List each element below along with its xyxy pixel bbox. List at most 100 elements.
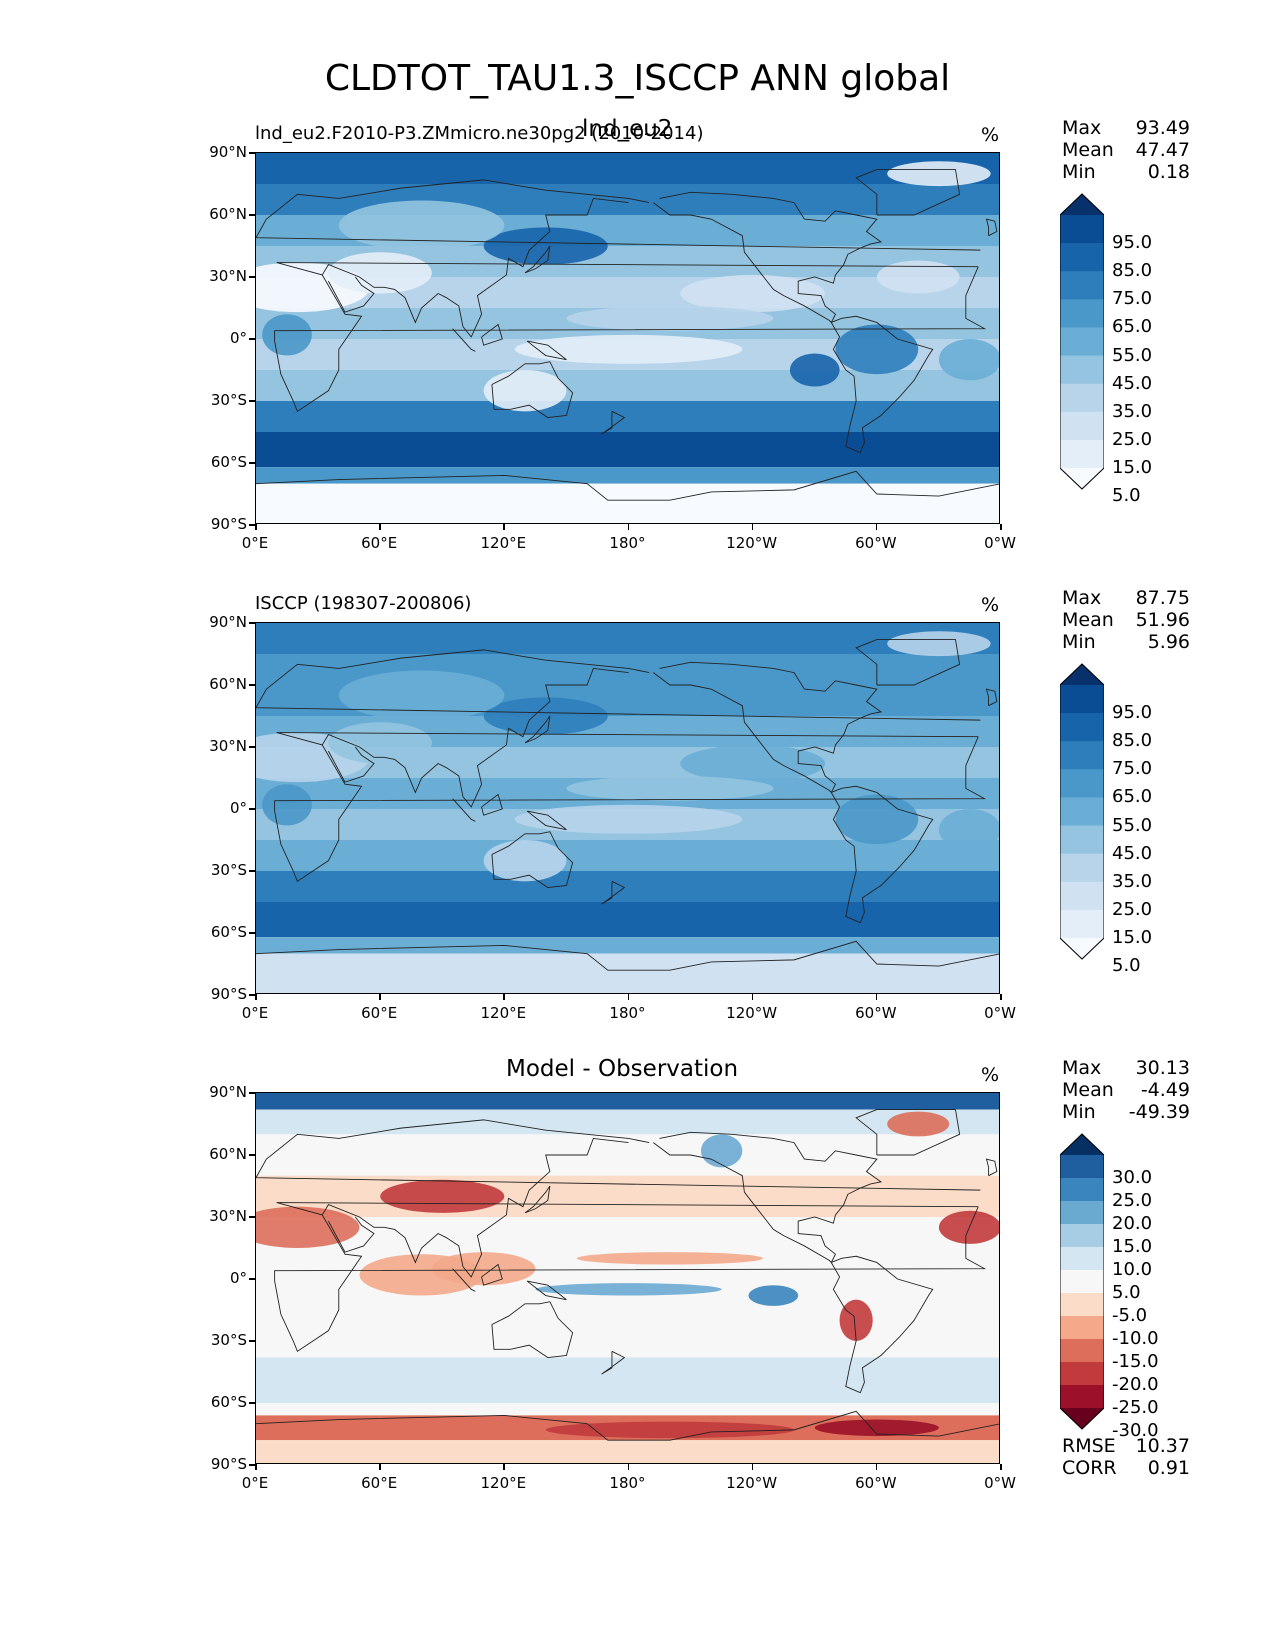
- coastline: [524, 245, 551, 274]
- coastline: [452, 328, 476, 352]
- colorbar-tick-label: 75.0: [1112, 758, 1153, 780]
- coastline: [256, 179, 981, 251]
- colorbar-tick-label: 85.0: [1112, 260, 1153, 282]
- lon-tick-mark: [255, 1464, 257, 1470]
- field-patch: [545, 1421, 795, 1439]
- field-patch: [256, 1206, 360, 1248]
- coastline: [321, 197, 629, 338]
- lon-tick-mark: [503, 994, 505, 1000]
- colorbar-segment: [1060, 881, 1104, 911]
- colorbar-segment: [1060, 1178, 1104, 1202]
- field-patch: [338, 670, 505, 721]
- coastline: [601, 880, 626, 905]
- lat-tick-mark: [249, 1402, 255, 1404]
- stat-value: -4.49: [1140, 1079, 1190, 1101]
- coastline: [321, 667, 629, 808]
- lon-tick-label: 120°W: [726, 1474, 778, 1492]
- lon-tick-label: 0°E: [241, 1474, 269, 1492]
- field-patch: [483, 227, 608, 265]
- map-difference: [255, 1092, 1000, 1464]
- figure-title: CLDTOT_TAU1.3_ISCCP ANN global: [324, 58, 951, 99]
- colorbar-extend-min: [1060, 468, 1104, 489]
- lat-tick-mark: [249, 746, 255, 748]
- lon-tick-label: 60°W: [855, 1474, 897, 1492]
- field-band: [256, 1310, 999, 1358]
- lon-tick-label: 120°E: [480, 1474, 527, 1492]
- unit-label: %: [981, 1064, 1000, 1086]
- colorbar-graphic: [1059, 663, 1105, 960]
- field-patch: [700, 1134, 743, 1168]
- coastline: [526, 1280, 567, 1301]
- colorbar-tick-label: -10.0: [1112, 1328, 1159, 1349]
- coastline: [274, 262, 987, 413]
- field-patch: [359, 1254, 484, 1296]
- stat-label: Max: [1062, 117, 1102, 139]
- field-patch: [680, 274, 826, 313]
- stat-label: Min: [1062, 631, 1096, 653]
- stat-value: 47.47: [1135, 139, 1190, 161]
- field-patch: [835, 324, 919, 375]
- lat-tick-label: 0°: [229, 799, 247, 817]
- colorbar: [1059, 1133, 1105, 1430]
- stat-label: Min: [1062, 161, 1096, 183]
- colorbar-segment: [1060, 1247, 1104, 1271]
- colorbar-segment: [1060, 1155, 1104, 1179]
- coastline: [481, 793, 503, 816]
- lat-tick-mark: [249, 400, 255, 402]
- lat-tick-label: 0°: [229, 1269, 247, 1287]
- lat-tick-label: 30°S: [210, 391, 247, 409]
- stat-value: -49.39: [1128, 1101, 1190, 1123]
- lon-tick-label: 180°: [609, 1004, 646, 1022]
- field-patch: [514, 334, 743, 364]
- coastline: [481, 1263, 503, 1286]
- coastline: [653, 661, 883, 794]
- colorbar-tick-label: 65.0: [1112, 786, 1153, 808]
- lat-tick-mark: [249, 214, 255, 216]
- colorbar-tick-label: 30.0: [1112, 1167, 1153, 1188]
- lon-tick-mark: [379, 994, 381, 1000]
- field-band: [256, 1440, 999, 1463]
- field-band: [256, 840, 999, 871]
- colorbar-extend-min: [1060, 938, 1104, 959]
- colorbar-tick-label: 20.0: [1112, 1213, 1153, 1234]
- lon-tick-mark: [255, 524, 257, 530]
- lat-tick-mark: [249, 932, 255, 934]
- field-band: [256, 953, 999, 993]
- colorbar-segment: [1060, 1201, 1104, 1225]
- coastline: [491, 361, 574, 418]
- lat-tick-mark: [249, 152, 255, 154]
- field-patch: [938, 809, 999, 851]
- colorbar-tick-label: 25.0: [1112, 428, 1153, 450]
- coastline: [452, 1268, 476, 1292]
- field-band: [256, 153, 999, 184]
- lon-tick-label: 180°: [609, 534, 646, 552]
- lon-tick-label: 120°W: [726, 1004, 778, 1022]
- stats-block: Max 30.13 Mean -4.49 Min -49.39: [1062, 1057, 1190, 1123]
- panel-observation: ISCCP (198307-200806) % Max 87.75 Mean 51.…: [0, 580, 1275, 1040]
- stat-label: Min: [1062, 1101, 1096, 1123]
- field-patch: [328, 722, 432, 764]
- lat-tick-label: 30°S: [210, 1331, 247, 1349]
- field-patch: [748, 1285, 799, 1306]
- colorbar-tick-label: -30.0: [1112, 1420, 1159, 1441]
- colorbar-tick-label: -5.0: [1112, 1305, 1148, 1326]
- colorbar-segment: [1060, 825, 1104, 855]
- stat-label: Mean: [1062, 139, 1114, 161]
- coastline: [601, 410, 626, 435]
- colorbar-tick-label: 35.0: [1112, 870, 1153, 892]
- field-band: [256, 401, 999, 432]
- coastline: [830, 315, 934, 454]
- lon-tick-label: 0°E: [241, 534, 269, 552]
- lat-tick-mark: [249, 1464, 255, 1466]
- coastline: [855, 639, 961, 686]
- unit-label: %: [981, 124, 1000, 146]
- coastline: [601, 1350, 626, 1375]
- lat-tick-label: 90°S: [210, 1455, 247, 1473]
- colorbar-tick-label: -25.0: [1112, 1397, 1159, 1418]
- colorbar-segment: [1060, 1224, 1104, 1248]
- stat-value: 30.13: [1135, 1057, 1190, 1079]
- colorbar-tick-label: 5.0: [1112, 955, 1141, 977]
- lon-tick-mark: [751, 524, 754, 530]
- field-patch: [380, 1179, 505, 1213]
- coastline: [985, 218, 998, 237]
